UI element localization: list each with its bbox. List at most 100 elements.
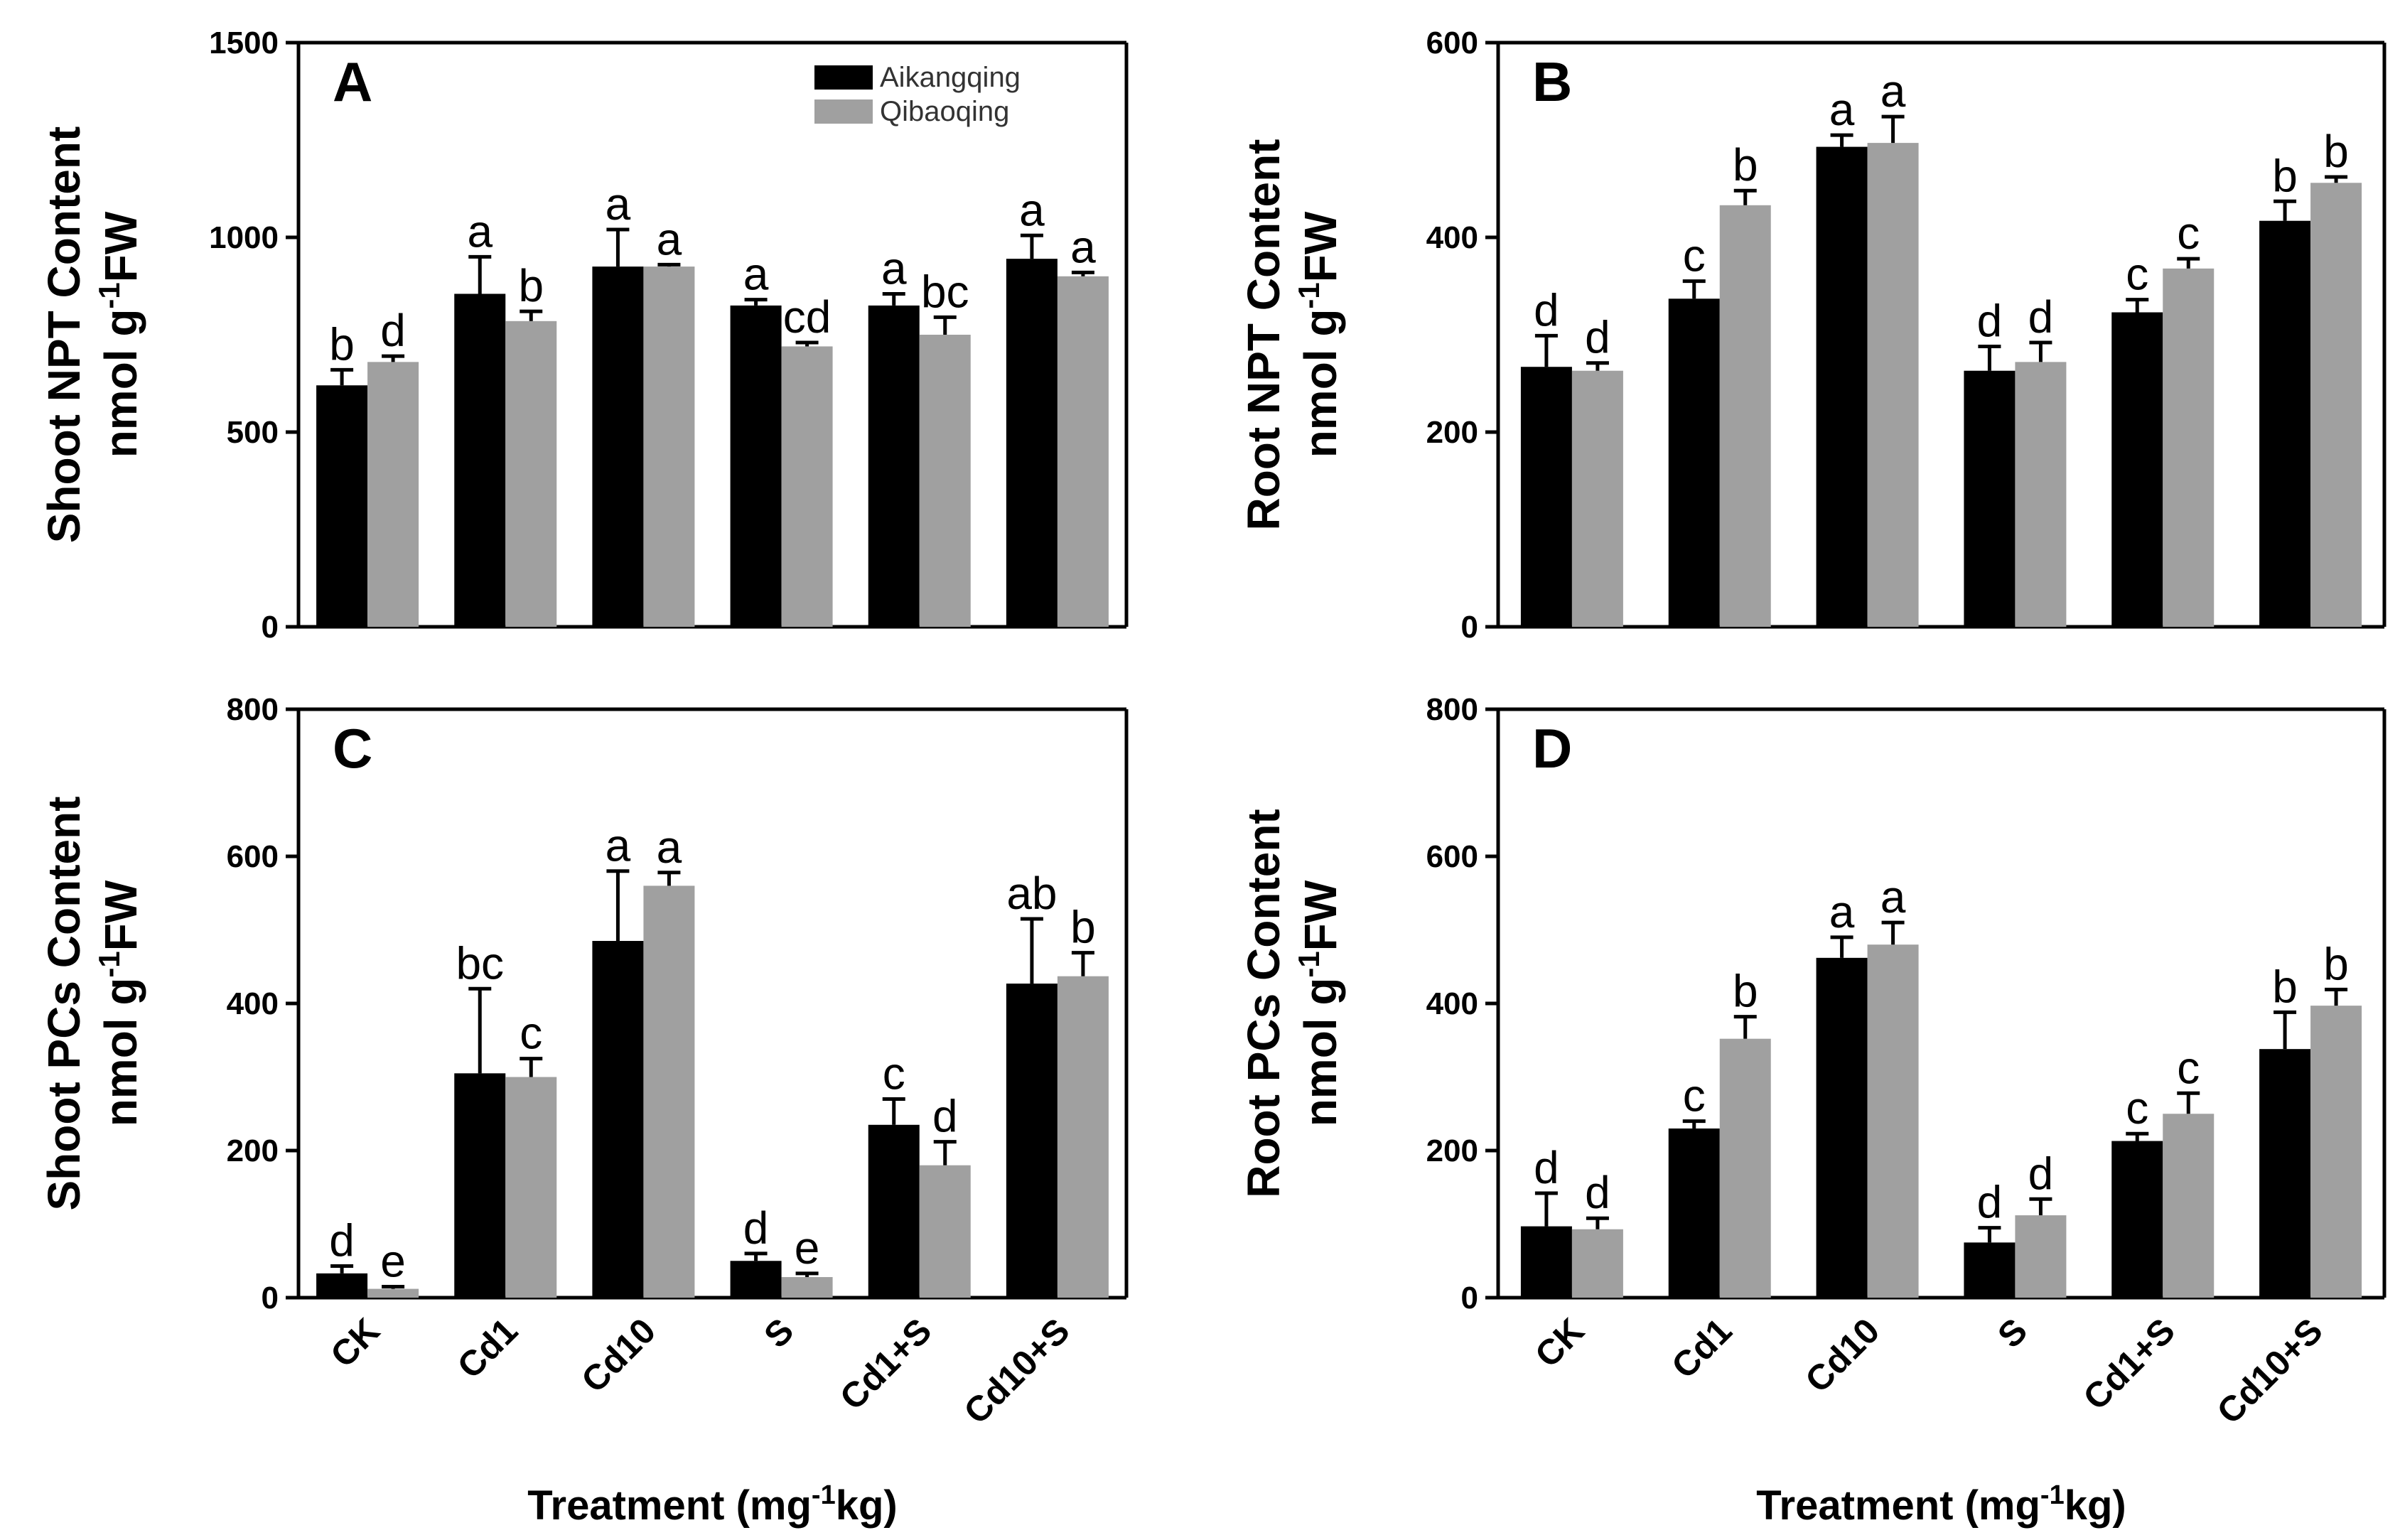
significance-letter: a xyxy=(606,820,631,871)
bar-aikangqing-cd1 xyxy=(454,1073,506,1298)
significance-letter: c xyxy=(2126,1082,2148,1134)
significance-letter: a xyxy=(1019,184,1045,235)
bar-qibaoqing-cd10 xyxy=(1867,944,1919,1298)
significance-letter: bc xyxy=(456,937,504,989)
bar-qibaoqing-ck xyxy=(1571,1229,1623,1298)
significance-letter: d xyxy=(1585,312,1610,363)
bar-aikangqing-cd1+s xyxy=(2111,312,2163,627)
significance-letter: c xyxy=(883,1048,905,1099)
x-tick-label: Cd1 xyxy=(1664,1310,1739,1386)
bar-aikangqing-cd10+s xyxy=(2259,220,2311,628)
bar-qibaoqing-cd1 xyxy=(505,321,557,627)
significance-letter: c xyxy=(2177,208,2200,259)
significance-letter: a xyxy=(657,213,682,264)
bar-aikangqing-cd1+s xyxy=(2111,1141,2163,1298)
significance-letter: a xyxy=(743,249,769,300)
significance-letter: a xyxy=(1880,871,1906,922)
significance-letter: a xyxy=(881,242,907,294)
legend-swatch xyxy=(814,99,873,124)
panel-C: 0 200 400 600 800 Shoot PCs Content nmol g-1FW… xyxy=(38,692,1129,1529)
significance-letter: d xyxy=(1977,295,2003,346)
significance-letter: b xyxy=(2272,150,2298,201)
x-axis-title: Treatment (mg-1kg) xyxy=(527,1480,897,1529)
significance-letter: ab xyxy=(1006,868,1057,919)
panel-A: 0 500 1000 1500 Shoot NPT Content nmol g-1FW A… xyxy=(38,26,1129,645)
significance-letter: b xyxy=(1733,139,1758,190)
y-tick-label: 600 xyxy=(227,839,279,874)
significance-letter: d xyxy=(743,1202,769,1254)
x-tick-label: S xyxy=(1990,1310,2035,1355)
bar-qibaoqing-cd1+s xyxy=(919,335,971,627)
bar-aikangqing-s xyxy=(730,1261,782,1298)
y-axis-title: Root PCs Content xyxy=(1238,809,1289,1198)
significance-letter: a xyxy=(1070,221,1096,272)
significance-letter: d xyxy=(2028,1148,2054,1199)
bar-qibaoqing-cd1 xyxy=(505,1077,557,1298)
significance-letter: d xyxy=(329,1215,355,1266)
significance-letter: bc xyxy=(921,266,969,317)
bar-qibaoqing-s xyxy=(2015,362,2067,627)
significance-letter: d xyxy=(2028,291,2054,343)
significance-letter: a xyxy=(1829,886,1855,937)
significance-letter: a xyxy=(467,205,493,257)
bar-qibaoqing-s xyxy=(781,346,833,627)
y-tick-label: 500 xyxy=(227,415,279,450)
bar-qibaoqing-cd10 xyxy=(1867,143,1919,628)
bar-qibaoqing-cd10 xyxy=(643,266,695,627)
bar-aikangqing-cd10 xyxy=(1816,146,1868,628)
bar-aikangqing-cd10 xyxy=(592,941,644,1298)
x-tick-label: Cd10 xyxy=(574,1310,663,1400)
significance-letter: b xyxy=(329,318,355,370)
significance-letter: d xyxy=(1534,1142,1559,1193)
significance-letter: e xyxy=(795,1222,820,1274)
y-tick-label: 0 xyxy=(1461,610,1478,645)
y-tick-label: 1500 xyxy=(209,26,279,60)
y-tick-label: 400 xyxy=(1426,220,1478,255)
bar-aikangqing-cd10+s xyxy=(1006,984,1058,1298)
x-axis-title: Treatment (mg-1kg) xyxy=(1756,1480,2126,1529)
bar-qibaoqing-ck xyxy=(367,1288,419,1298)
significance-letter: d xyxy=(1534,284,1559,335)
y-tick-label: 0 xyxy=(262,1281,279,1315)
panel-D: 0 200 400 600 800 Root PCs Content nmol g-1FW D… xyxy=(1238,692,2386,1529)
panel-letter: B xyxy=(1532,50,1572,113)
significance-letter: c xyxy=(1683,1070,1706,1121)
y-tick-label: 400 xyxy=(1426,986,1478,1021)
y-axis-title: Shoot PCs Content xyxy=(38,796,90,1210)
bar-aikangqing-cd10 xyxy=(592,266,644,627)
bar-qibaoqing-cd1 xyxy=(1719,205,1771,627)
bar-qibaoqing-ck xyxy=(367,362,419,627)
y-tick-label: 600 xyxy=(1426,26,1478,60)
significance-letter: d xyxy=(1977,1177,2003,1228)
bar-aikangqing-cd1+s xyxy=(868,1124,920,1298)
bar-aikangqing-s xyxy=(1964,1242,2016,1298)
y-tick-label: 1000 xyxy=(209,220,279,255)
y-tick-label: 800 xyxy=(1426,692,1478,727)
significance-letter: a xyxy=(1880,65,1906,117)
bar-aikangqing-ck xyxy=(316,1273,368,1298)
significance-letter: c xyxy=(2126,249,2148,300)
bar-aikangqing-cd10 xyxy=(1816,957,1868,1298)
bar-qibaoqing-cd1 xyxy=(1719,1038,1771,1298)
bar-qibaoqing-cd10 xyxy=(643,885,695,1298)
y-axis-title: Shoot NPT Content xyxy=(38,126,90,544)
y-axis-title-unit: nmol g-1FW xyxy=(1292,880,1346,1126)
bar-qibaoqing-ck xyxy=(1571,370,1623,627)
bar-aikangqing-cd1 xyxy=(1668,1128,1720,1298)
bar-aikangqing-cd1+s xyxy=(868,305,920,627)
panel-letter: D xyxy=(1532,717,1572,780)
bar-aikangqing-cd1 xyxy=(454,294,506,627)
panel-letter: A xyxy=(333,50,372,113)
significance-letter: b xyxy=(2323,126,2349,177)
significance-letter: b xyxy=(2272,961,2298,1012)
x-tick-label: Cd1+S xyxy=(832,1310,940,1418)
x-tick-label: Cd10 xyxy=(1797,1310,1887,1400)
bar-qibaoqing-s xyxy=(2015,1215,2067,1298)
y-axis-title-unit: nmol g-1FW xyxy=(92,211,146,458)
panel-letter: C xyxy=(333,717,372,780)
bar-qibaoqing-cd1+s xyxy=(2163,268,2215,627)
y-tick-label: 200 xyxy=(227,1134,279,1168)
significance-letter: cd xyxy=(783,291,832,343)
